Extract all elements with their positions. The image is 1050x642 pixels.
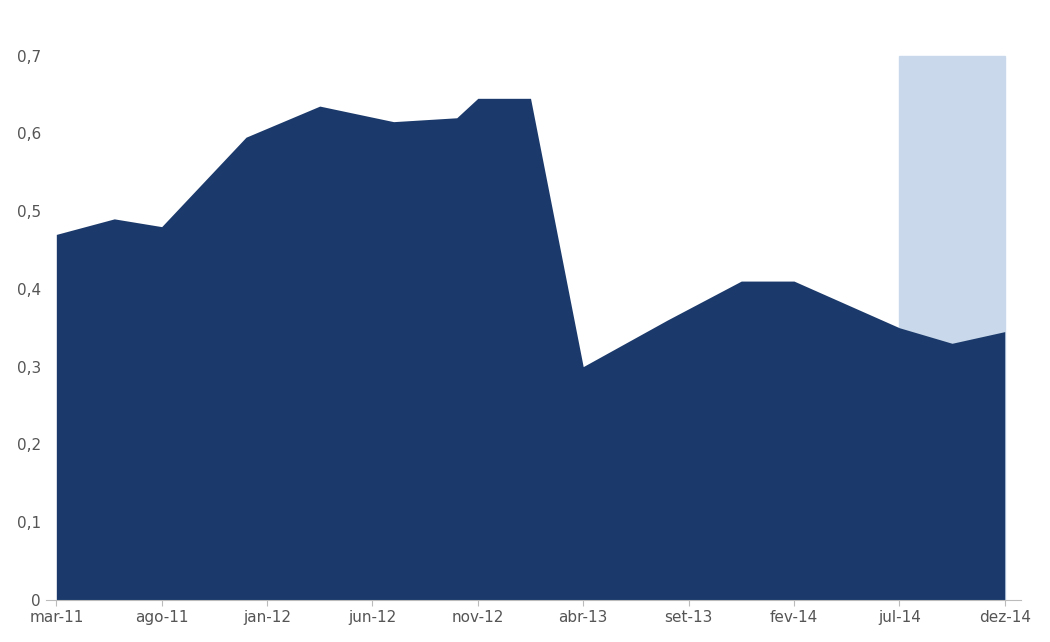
Polygon shape xyxy=(900,56,1005,600)
